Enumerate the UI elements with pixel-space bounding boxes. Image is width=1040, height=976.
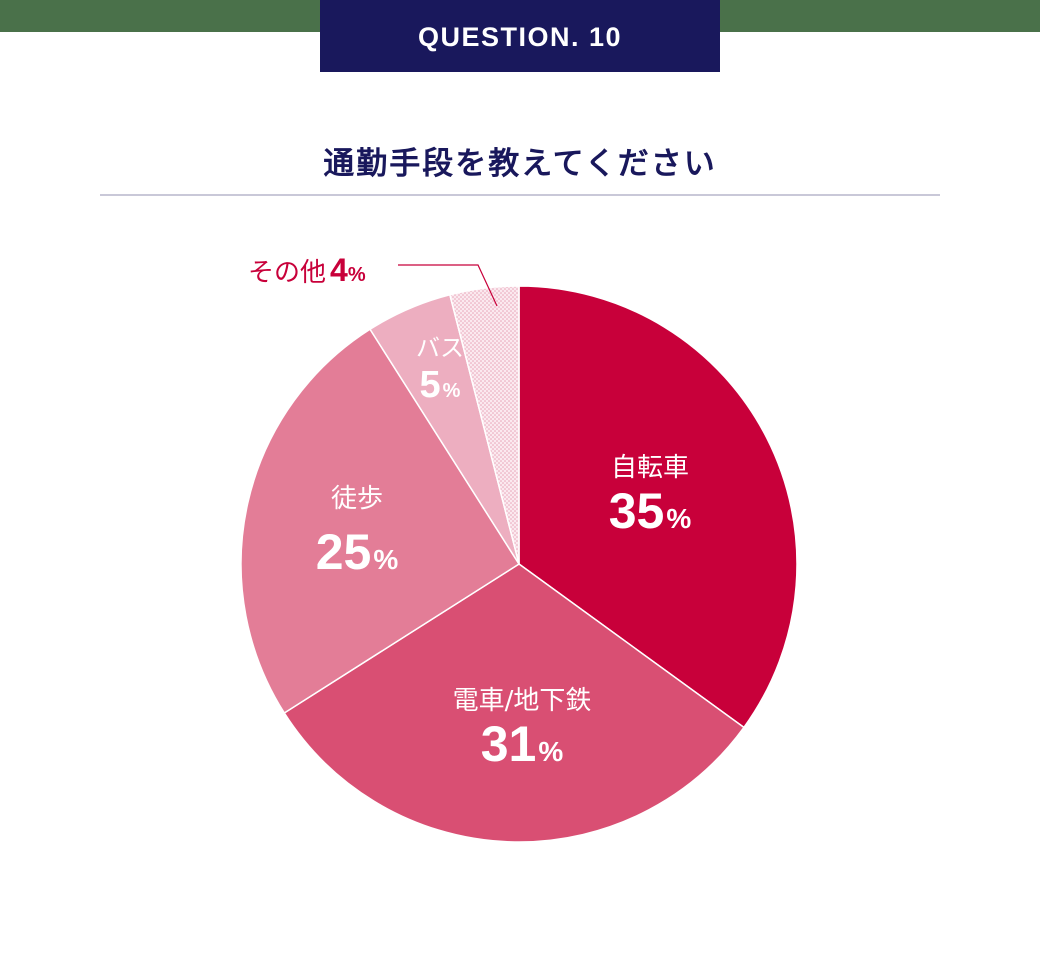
slice-label-bus: バス 5% — [416, 334, 464, 406]
slice-label-train: 電車/地下鉄 31% — [452, 686, 592, 772]
slice-label-other: その他 4% — [248, 252, 366, 288]
other-leader-line — [398, 264, 498, 307]
pie-slice-walk — [240, 328, 521, 714]
slice-label-bicycle: 自転車 35% — [608, 453, 692, 539]
slice-label-walk: 徒歩 25% — [315, 484, 399, 580]
pie-slices — [240, 285, 798, 843]
question-number: QUESTION. 10 — [417, 21, 623, 52]
page-title: 通勤手段を教えてください — [323, 146, 717, 182]
pie-slice-other — [448, 285, 520, 565]
pie-slice-train — [283, 563, 745, 843]
question-badge: QUESTION. 10 — [320, 0, 720, 72]
pie-slice-bicycle — [518, 285, 798, 729]
title-divider — [100, 194, 940, 196]
